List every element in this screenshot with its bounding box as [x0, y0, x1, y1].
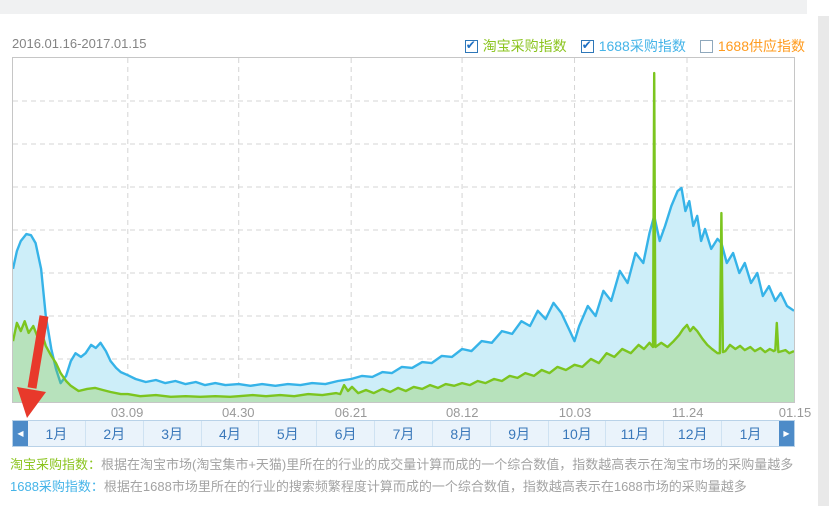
date-range-label: 2016.01.16-2017.01.15 [12, 36, 147, 51]
month-cells: 1月 2月 3月 4月 5月 6月 7月 8月 9月 10月 11月 12月 1月 [28, 421, 779, 446]
x-tick-label: 08.12 [445, 405, 479, 420]
legend-item-1688-purchase-index[interactable]: 1688采购指数 [580, 36, 686, 56]
x-tick-label: 04.30 [222, 405, 255, 420]
footnote-text: 根据在淘宝市场(淘宝集市+天猫)里所在的行业的成交量计算而成的一个综合数值，指数… [101, 457, 794, 472]
month-cell[interactable]: 7月 [375, 421, 433, 446]
right-gutter [818, 16, 829, 506]
chart-canvas [13, 58, 794, 402]
month-cell[interactable]: 6月 [317, 421, 376, 446]
month-cell[interactable]: 12月 [664, 421, 723, 446]
month-cell[interactable]: 4月 [201, 421, 260, 446]
month-nav: ◀ 1月 2月 3月 4月 5月 6月 7月 8月 9月 10月 11月 12月 1月 ▶ [12, 420, 795, 447]
top-bar [0, 0, 807, 14]
legend-label: 1688供应指数 [717, 38, 805, 54]
checkbox-1688-purchase-index[interactable] [580, 38, 594, 53]
legend-label: 淘宝采购指数 [482, 38, 567, 54]
month-nav-next-button[interactable]: ▶ [779, 421, 794, 446]
chart-legend: 淘宝采购指数 1688采购指数 1688供应指数 [464, 36, 805, 56]
x-tick-label: 03.09 [110, 405, 144, 420]
month-cell[interactable]: 2月 [85, 421, 144, 446]
legend-item-taobao-purchase-index[interactable]: 淘宝采购指数 [464, 36, 567, 56]
chevron-left-icon: ◀ [17, 429, 24, 438]
x-tick-label: 11.24 [671, 405, 704, 420]
legend-label: 1688采购指数 [598, 38, 686, 54]
footnote-1688-purchase-index: 1688采购指数：根据在1688市场里所在的行业的搜索频繁程度计算而成的一个综合… [10, 476, 820, 498]
month-cell[interactable]: 8月 [432, 421, 491, 446]
checkbox-1688-supply-index[interactable] [699, 39, 713, 53]
month-cell[interactable]: 1月 [28, 421, 86, 446]
footnote-label: 1688采购指数： [10, 479, 104, 494]
month-cell[interactable]: 1月 [722, 421, 779, 446]
month-nav-prev-button[interactable]: ◀ [13, 421, 28, 446]
plot-area [12, 57, 795, 403]
checkbox-taobao-purchase-index[interactable] [464, 38, 478, 53]
x-tick-label: 01.15 [778, 405, 812, 420]
legend-item-1688-supply-index[interactable]: 1688供应指数 [699, 36, 805, 56]
x-tick-label: 06.21 [334, 405, 368, 420]
footnote-taobao-purchase-index: 淘宝采购指数：根据在淘宝市场(淘宝集市+天猫)里所在的行业的成交量计算而成的一个… [10, 454, 820, 476]
x-axis-labels: 03.09 04.30 06.21 08.12 10.03 11.24 01.15 [12, 405, 811, 421]
month-cell[interactable]: 3月 [143, 421, 202, 446]
footnote-label: 淘宝采购指数： [10, 457, 102, 472]
month-cell[interactable]: 9月 [490, 421, 549, 446]
month-cell[interactable]: 10月 [548, 421, 607, 446]
month-cell[interactable]: 11月 [606, 421, 665, 446]
chevron-right-icon: ▶ [783, 429, 790, 438]
footnote-text: 根据在1688市场里所在的行业的搜索频繁程度计算而成的一个综合数值，指数越高表示… [103, 479, 747, 494]
footnotes: 淘宝采购指数：根据在淘宝市场(淘宝集市+天猫)里所在的行业的成交量计算而成的一个… [10, 454, 820, 498]
x-tick-label: 10.03 [558, 405, 592, 420]
month-cell[interactable]: 5月 [259, 421, 318, 446]
